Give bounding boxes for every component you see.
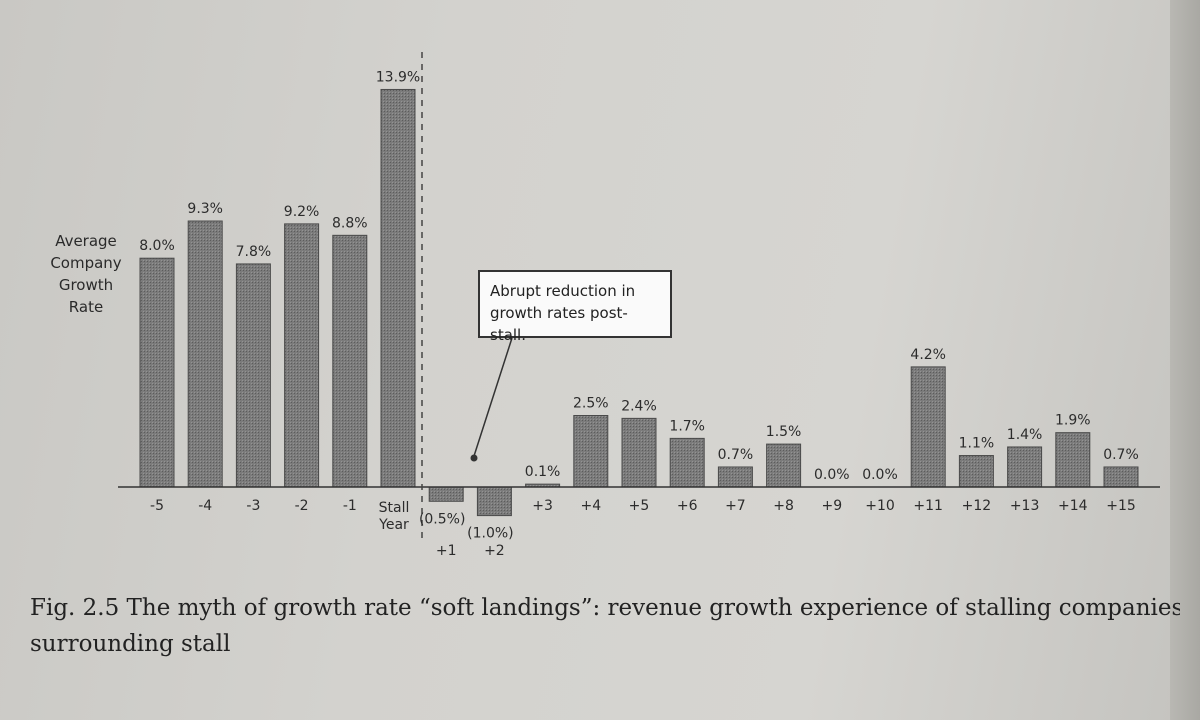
category-label: +7 xyxy=(725,498,746,514)
bar xyxy=(187,220,223,488)
bar-value-label: 0.0% xyxy=(814,467,850,483)
page-edge xyxy=(1170,0,1200,720)
callout-pointer xyxy=(473,337,513,457)
bar xyxy=(717,466,753,488)
y-axis-label-line: Average xyxy=(55,232,117,250)
category-label: +1 xyxy=(436,543,457,559)
bar xyxy=(621,417,657,488)
bar-value-label: (0.5%) xyxy=(419,511,466,527)
bar-value-label: 0.7% xyxy=(1103,447,1139,463)
caption-line: surrounding stall xyxy=(30,631,231,657)
bar xyxy=(1007,446,1043,488)
bar-value-label: 2.4% xyxy=(621,398,657,414)
category-label: -2 xyxy=(295,498,309,514)
category-label: +12 xyxy=(962,498,992,514)
annotation-line: Abrupt reduction in xyxy=(490,282,636,300)
bar xyxy=(669,437,705,488)
labels-layer: 8.0% -5 9.3% -4 7.8% -3 9.2% -2 8.8% -1 13.9% Stall… xyxy=(139,69,1139,559)
category-label: -1 xyxy=(343,498,357,514)
annotation-callout: Abrupt reduction in growth rates post-st… xyxy=(478,270,672,344)
category-label: -3 xyxy=(246,498,260,514)
category-label: +5 xyxy=(629,498,650,514)
category-label: +10 xyxy=(865,498,895,514)
bar-value-label: 1.7% xyxy=(669,418,705,434)
bar xyxy=(1055,432,1091,488)
bar xyxy=(910,366,946,488)
bar-value-label: 8.0% xyxy=(139,238,175,254)
bar-value-label: 1.9% xyxy=(1055,413,1091,429)
bar-value-label: 1.5% xyxy=(766,424,802,440)
bar-value-label: (1.0%) xyxy=(467,526,514,542)
bar-value-label: 7.8% xyxy=(236,244,272,260)
bar xyxy=(476,486,512,517)
y-axis-label-line: Company xyxy=(50,254,122,272)
category-label: -4 xyxy=(198,498,212,514)
bar-value-label: 8.8% xyxy=(332,215,368,231)
caption-line: Fig. 2.5 The myth of growth rate “soft l… xyxy=(30,595,1180,621)
bars-layer xyxy=(139,88,1139,517)
category-label: +6 xyxy=(677,498,698,514)
bar xyxy=(958,455,994,488)
category-label: +4 xyxy=(580,498,601,514)
y-axis-label: Average Company Growth Rate xyxy=(36,230,136,318)
bar xyxy=(235,263,271,488)
category-label: Year xyxy=(378,517,409,533)
bar xyxy=(1103,466,1139,488)
category-label: +3 xyxy=(532,498,553,514)
category-label: +2 xyxy=(484,543,505,559)
y-axis-label-line: Rate xyxy=(68,298,104,316)
bar-value-label: 1.4% xyxy=(1007,427,1043,443)
bar-value-label: 0.0% xyxy=(862,467,898,483)
annotation-line: growth rates post-stall. xyxy=(490,304,628,344)
category-label: +15 xyxy=(1106,498,1136,514)
bar xyxy=(766,443,802,488)
bar xyxy=(428,486,464,502)
bar xyxy=(332,234,368,488)
category-label: +11 xyxy=(913,498,943,514)
bar-value-label: 4.2% xyxy=(910,347,946,363)
bar-value-label: 1.1% xyxy=(959,436,995,452)
bar-value-label: 0.1% xyxy=(525,464,561,480)
category-label: +9 xyxy=(821,498,842,514)
y-axis-label-line: Growth xyxy=(58,276,114,294)
bar-value-label: 0.7% xyxy=(718,447,754,463)
category-label: +8 xyxy=(773,498,794,514)
bar xyxy=(139,257,175,488)
bar xyxy=(380,88,416,488)
category-label: Stall xyxy=(379,500,410,516)
category-label: +14 xyxy=(1058,498,1088,514)
category-label: -5 xyxy=(150,498,164,514)
category-label: +13 xyxy=(1010,498,1040,514)
bar-value-label: 9.2% xyxy=(284,204,320,220)
bar-value-label: 13.9% xyxy=(376,69,420,85)
bar-value-label: 9.3% xyxy=(187,201,223,217)
bar-chart: 8.0% -5 9.3% -4 7.8% -3 9.2% -2 8.8% -1 13.9% Stall… xyxy=(118,52,1160,559)
bar-value-label: 2.5% xyxy=(573,396,609,412)
bar xyxy=(284,223,320,488)
callout-pointer-dot xyxy=(470,454,478,462)
figure-caption: Fig. 2.5 The myth of growth rate “soft l… xyxy=(30,590,1180,662)
bar xyxy=(573,415,609,488)
